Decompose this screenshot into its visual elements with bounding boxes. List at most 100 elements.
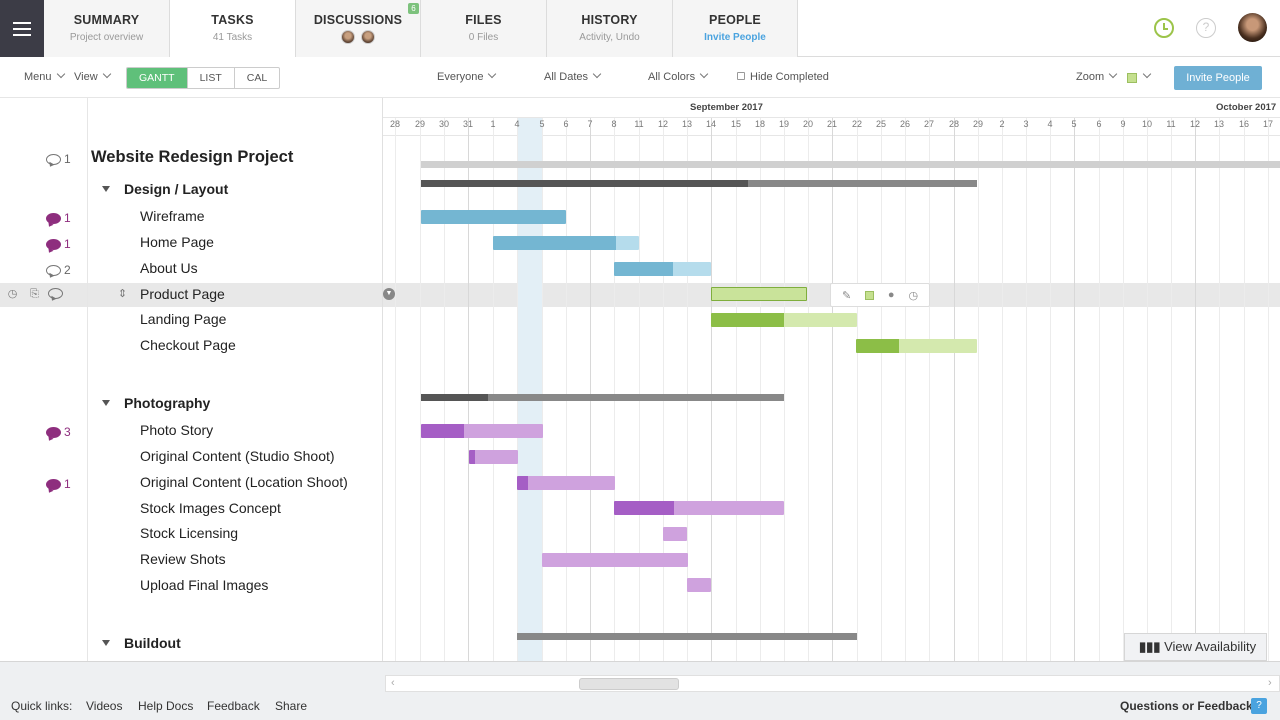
hamburger-menu-icon[interactable] xyxy=(0,0,44,57)
questions-feedback-link[interactable]: Questions or Feedback xyxy=(1120,699,1253,713)
tab-history[interactable]: HISTORY Activity, Undo xyxy=(547,0,673,57)
task-name[interactable]: Home Page xyxy=(140,234,214,250)
hide-completed-checkbox[interactable] xyxy=(737,72,745,80)
user-avatar[interactable] xyxy=(1238,13,1267,42)
menu-dropdown[interactable]: Menu xyxy=(24,69,65,83)
group-name[interactable]: Buildout xyxy=(124,635,181,651)
clock-icon[interactable]: ◷ xyxy=(7,288,18,300)
comment-icon xyxy=(46,238,61,250)
help-docs-link[interactable]: Help Docs xyxy=(138,699,194,713)
collapse-triangle-icon[interactable] xyxy=(102,640,110,646)
person-icon[interactable]: ● xyxy=(887,289,895,301)
comment-icon[interactable] xyxy=(47,288,63,301)
help-icon[interactable]: ? xyxy=(1196,18,1216,38)
color-filter[interactable]: All Colors xyxy=(648,69,709,83)
comment-count[interactable]: 2 xyxy=(46,263,71,277)
task-bar[interactable] xyxy=(469,450,518,464)
task-name[interactable]: Stock Images Concept xyxy=(140,500,281,516)
feedback-link[interactable]: Feedback xyxy=(207,699,260,713)
paperclip-icon[interactable]: ⎘ xyxy=(30,288,39,300)
collapse-triangle-icon[interactable] xyxy=(102,400,110,406)
clock-icon[interactable] xyxy=(1154,18,1174,38)
group-summary-bar[interactable] xyxy=(421,161,1280,168)
scroll-right-icon[interactable]: › xyxy=(1268,677,1272,689)
group-summary-bar[interactable] xyxy=(517,633,857,640)
help-icon[interactable]: ? xyxy=(1251,698,1267,714)
share-link[interactable]: Share xyxy=(275,699,308,713)
scroll-left-icon[interactable]: ‹ xyxy=(391,677,395,689)
day-label: 20 xyxy=(802,119,813,129)
tab-files[interactable]: FILES 0 Files xyxy=(421,0,547,57)
group-name[interactable]: Design / Layout xyxy=(124,181,229,197)
view-availability-button[interactable]: ▮▮▮ View Availability xyxy=(1124,633,1267,661)
group-summary-bar[interactable] xyxy=(421,180,977,187)
task-bar[interactable] xyxy=(856,339,977,353)
invite-people-link[interactable]: Invite People xyxy=(704,32,766,43)
view-dropdown[interactable]: View xyxy=(74,69,111,83)
comment-count[interactable]: 1 xyxy=(46,211,71,225)
task-bar[interactable] xyxy=(493,236,639,250)
color-swatch[interactable] xyxy=(1127,73,1137,83)
task-bar[interactable] xyxy=(614,501,784,515)
comment-count[interactable]: 1 xyxy=(46,152,71,166)
task-name[interactable]: Original Content (Studio Shoot) xyxy=(140,448,335,464)
tab-people[interactable]: PEOPLE Invite People xyxy=(673,0,798,57)
tab-discussions[interactable]: DISCUSSIONS xyxy=(296,0,421,57)
videos-link[interactable]: Videos xyxy=(86,699,123,713)
task-bar[interactable] xyxy=(614,262,711,276)
color-dropdown[interactable] xyxy=(1138,69,1152,83)
pencil-icon[interactable]: ✎ xyxy=(841,289,852,302)
tab-title: PEOPLE xyxy=(709,13,761,27)
day-label: 19 xyxy=(778,119,789,129)
header-divider xyxy=(383,117,1280,118)
task-bar[interactable] xyxy=(687,578,711,592)
task-bar[interactable] xyxy=(663,527,687,541)
month-label-september: September 2017 xyxy=(690,102,763,113)
menu-label: Menu xyxy=(24,71,52,83)
task-bar[interactable] xyxy=(711,313,857,327)
participant-avatars xyxy=(296,30,420,47)
color-square-icon[interactable] xyxy=(865,290,875,300)
task-bar[interactable] xyxy=(421,424,543,438)
scrollbar-thumb[interactable] xyxy=(579,678,679,690)
row-options-icon[interactable]: ▼ xyxy=(383,288,395,300)
horizontal-scrollbar[interactable] xyxy=(385,675,1280,692)
clock-icon[interactable]: ◷ xyxy=(908,289,919,302)
task-name[interactable]: Wireframe xyxy=(140,208,205,224)
task-name[interactable]: Photo Story xyxy=(140,422,214,438)
selected-task-bar[interactable] xyxy=(711,287,807,301)
drag-handle-icon[interactable]: ⇕ xyxy=(117,288,128,300)
task-bar[interactable] xyxy=(421,210,566,224)
task-name[interactable]: Upload Final Images xyxy=(140,577,269,593)
task-bar[interactable] xyxy=(517,476,615,490)
comment-count[interactable]: 3 xyxy=(46,425,71,439)
task-name[interactable]: Landing Page xyxy=(140,311,227,327)
project-title[interactable]: Website Redesign Project xyxy=(91,148,294,166)
people-filter[interactable]: Everyone xyxy=(437,69,497,83)
task-name[interactable]: Original Content (Location Shoot) xyxy=(140,474,348,490)
comment-count[interactable]: 1 xyxy=(46,477,71,491)
task-name[interactable]: About Us xyxy=(140,260,198,276)
invite-people-button[interactable]: Invite People xyxy=(1174,66,1262,90)
header-divider xyxy=(383,135,1280,136)
task-name[interactable]: Review Shots xyxy=(140,551,226,567)
tab-summary[interactable]: SUMMARY Project overview xyxy=(44,0,170,57)
collapse-triangle-icon[interactable] xyxy=(102,186,110,192)
task-name[interactable]: Stock Licensing xyxy=(140,525,239,541)
calendar-view-button[interactable]: CAL xyxy=(246,72,268,84)
task-bar[interactable] xyxy=(542,553,688,567)
tab-tasks[interactable]: TASKS 41 Tasks xyxy=(170,0,296,57)
comment-icon xyxy=(46,478,61,490)
hide-completed-toggle[interactable]: Hide Completed xyxy=(737,71,829,83)
group-summary-bar[interactable] xyxy=(421,394,784,401)
task-name[interactable]: Product Page xyxy=(140,286,225,302)
gantt-view-button[interactable]: GANTT xyxy=(127,68,188,88)
day-label: 3 xyxy=(1023,119,1029,129)
date-filter[interactable]: All Dates xyxy=(544,69,602,83)
day-label: 17 xyxy=(1262,119,1273,129)
group-name[interactable]: Photography xyxy=(124,395,211,411)
list-view-button[interactable]: LIST xyxy=(188,68,235,88)
comment-count[interactable]: 1 xyxy=(46,237,71,251)
task-name[interactable]: Checkout Page xyxy=(140,337,236,353)
zoom-dropdown[interactable]: Zoom xyxy=(1076,69,1118,83)
